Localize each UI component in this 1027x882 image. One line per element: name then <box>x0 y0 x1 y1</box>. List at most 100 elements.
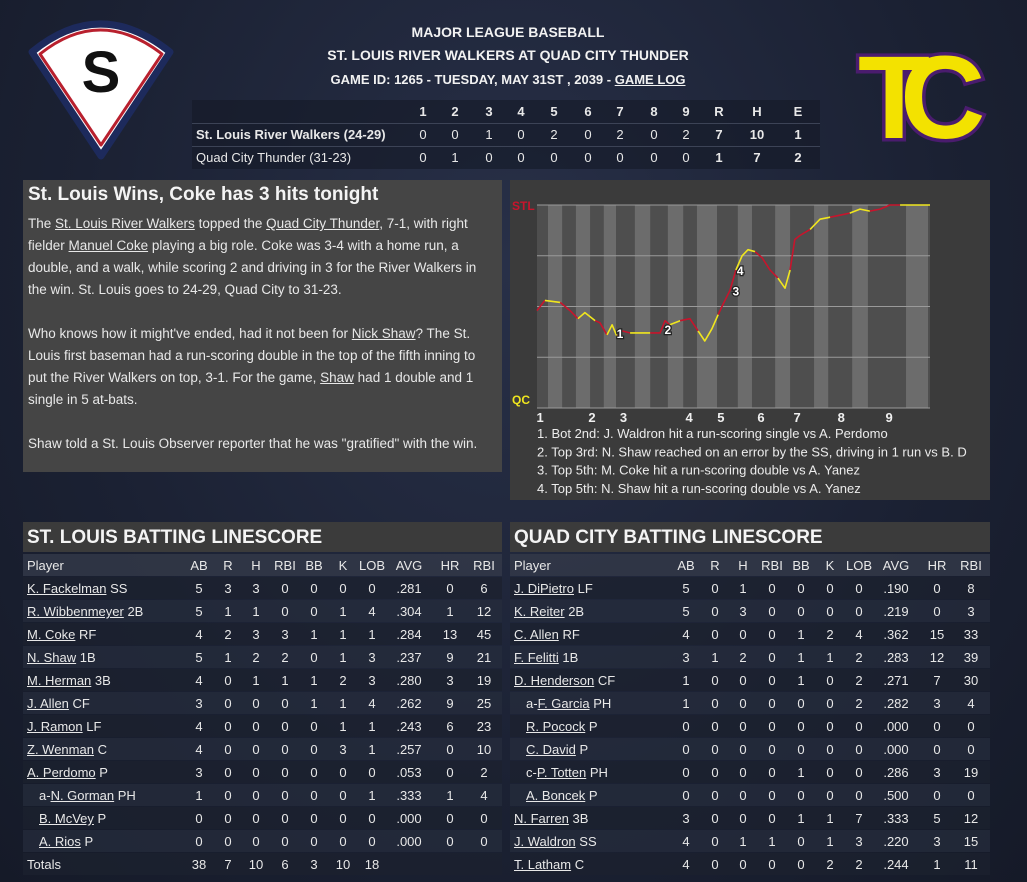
stat-cell: 0 <box>252 834 260 849</box>
player-link[interactable]: A. Rios <box>39 834 81 849</box>
linescore-value: 7 <box>753 150 761 165</box>
batting-col-header: R <box>223 558 233 573</box>
player-link[interactable]: J. DiPietro <box>514 581 574 596</box>
story-link[interactable]: Manuel Coke <box>68 238 149 253</box>
player-link[interactable]: N. Gorman <box>50 788 115 803</box>
player-link[interactable]: F. Felitti <box>514 650 559 665</box>
win-probability-line <box>789 228 811 271</box>
player-link[interactable]: T. Latham <box>514 857 572 872</box>
stat-cell: 3 <box>368 673 376 688</box>
stat-cell: 3 <box>967 604 975 619</box>
player-link[interactable]: D. Henderson <box>514 673 595 688</box>
stat-cell: 0 <box>739 788 747 803</box>
player-link[interactable]: N. Farren <box>514 811 569 826</box>
stat-cell: 19 <box>963 765 979 780</box>
linescore-col-header: E <box>793 104 803 119</box>
stat-cell: 0 <box>224 788 232 803</box>
story-link[interactable]: Shaw <box>320 370 354 385</box>
stat-cell: 0 <box>711 834 719 849</box>
stat-cell: 12 <box>929 650 945 665</box>
player-link[interactable]: Z. Wenman <box>27 742 94 757</box>
batting-panel: QUAD CITY BATTING LINESCORE Player AB R H RBI… <box>510 522 990 882</box>
player-link[interactable]: N. Shaw <box>27 650 77 665</box>
inning-label: 5 <box>717 410 724 425</box>
player-link[interactable]: R. Wibbenmeyer <box>27 604 124 619</box>
linescore-col-header: 4 <box>517 104 525 119</box>
player-cell: K. Reiter 2B <box>514 604 584 619</box>
linescore-value: 0 <box>650 150 658 165</box>
stat-cell: .190 <box>883 581 909 596</box>
stat-cell: 0 <box>281 604 289 619</box>
player-link[interactable]: C. David <box>526 742 576 757</box>
linescore-col-header: 7 <box>616 104 624 119</box>
story-text: ? The St. Louis first baseman had a run-… <box>28 326 476 385</box>
stat-cell: 33 <box>963 627 979 642</box>
batting-row-bg <box>23 738 502 760</box>
win-probability-line <box>735 248 756 271</box>
stat-cell: .000 <box>396 811 422 826</box>
stat-cell: 0 <box>768 627 776 642</box>
player-position: P <box>588 788 598 803</box>
player-position: P <box>588 719 598 734</box>
player-cell: J. Allen CF <box>27 696 90 711</box>
linescore-value: 0 <box>485 150 493 165</box>
player-link[interactable]: J. Waldron <box>514 834 576 849</box>
stat-cell: 0 <box>224 765 232 780</box>
player-position: P <box>99 765 108 780</box>
player-position: CF <box>72 696 90 711</box>
story-link[interactable]: Quad City Thunder <box>266 216 380 231</box>
stat-cell: 2 <box>739 650 747 665</box>
win-probability-line <box>830 212 850 218</box>
stat-cell: 3 <box>252 627 260 642</box>
player-cell: J. Ramon LF <box>27 719 101 734</box>
stat-cell: 0 <box>252 696 260 711</box>
player-link[interactable]: K. Fackelman <box>27 581 107 596</box>
player-link[interactable]: C. Allen <box>514 627 559 642</box>
stat-cell: 3 <box>933 696 941 711</box>
player-cell: M. Coke RF <box>27 627 96 642</box>
player-link[interactable]: M. Herman <box>27 673 92 688</box>
player-position: PH <box>589 765 608 780</box>
game-log-link[interactable]: GAME LOG <box>614 72 686 87</box>
batting-col-header: BB <box>792 558 810 573</box>
stat-cell: .262 <box>396 696 422 711</box>
player-link[interactable]: F. Garcia <box>537 696 590 711</box>
player-link[interactable]: R. Pocock <box>526 719 586 734</box>
stat-cell: 0 <box>768 811 776 826</box>
linescore-row-line <box>192 146 820 147</box>
linescore-value: 1 <box>715 150 723 165</box>
inning-label: 2 <box>588 410 595 425</box>
batting-row-bg <box>510 646 990 668</box>
player-link[interactable]: J. Ramon <box>27 719 83 734</box>
stat-cell: 1 <box>797 650 805 665</box>
batting-col-header: AVG <box>395 558 423 573</box>
linescore-col-header: 8 <box>650 104 658 119</box>
inning-label: 6 <box>757 410 764 425</box>
stat-cell: .053 <box>396 765 422 780</box>
batting-row-bg <box>23 715 502 737</box>
stat-cell: 1 <box>368 742 376 757</box>
stat-cell: 0 <box>339 834 347 849</box>
story-link[interactable]: Nick Shaw <box>351 326 416 341</box>
stat-cell: 4 <box>195 742 203 757</box>
player-link[interactable]: K. Reiter <box>514 604 565 619</box>
stat-cell: 13 <box>442 627 458 642</box>
win-probability-line <box>577 311 596 322</box>
batting-col-header: AB <box>190 558 208 573</box>
stat-cell: 1 <box>368 719 376 734</box>
stat-cell: 0 <box>933 788 941 803</box>
player-link[interactable]: B. McVey <box>39 811 94 826</box>
stat-cell: 0 <box>739 627 747 642</box>
player-link[interactable]: A. Perdomo <box>27 765 96 780</box>
player-link[interactable]: J. Allen <box>27 696 69 711</box>
stat-cell: 1 <box>339 650 347 665</box>
player-link[interactable]: P. Totten <box>536 765 587 780</box>
player-link[interactable]: A. Boncek <box>526 788 586 803</box>
player-position: 2B <box>127 604 144 619</box>
stat-cell: .257 <box>396 742 422 757</box>
stat-cell: 0 <box>480 834 488 849</box>
story-link[interactable]: St. Louis River Walkers <box>55 216 195 231</box>
player-position: SS <box>110 581 128 596</box>
player-link[interactable]: M. Coke <box>27 627 76 642</box>
story-text: The <box>28 216 56 231</box>
